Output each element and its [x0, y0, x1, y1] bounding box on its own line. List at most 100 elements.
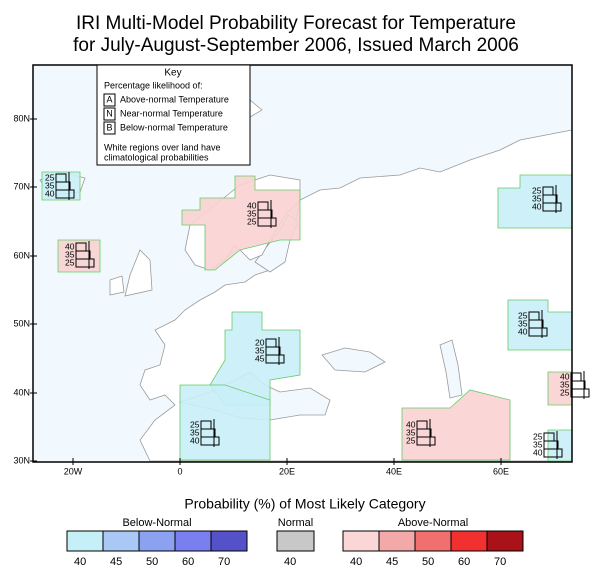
key-letter: A	[106, 94, 112, 104]
legend-swatch	[342, 530, 380, 552]
legend-tick: 40	[350, 556, 362, 567]
legend-group-label: Normal	[278, 517, 313, 529]
legend-tick: 40	[74, 556, 86, 567]
forecast-value: 25	[560, 387, 570, 397]
below-region	[41, 171, 81, 201]
forecast-value: 25	[533, 431, 543, 441]
britain	[124, 249, 153, 297]
below-region	[179, 384, 271, 461]
key-note: climatological probabilities	[104, 152, 209, 162]
key-item: Below-normal Temperature	[120, 122, 228, 132]
forecast-value: 35	[190, 427, 200, 437]
legend-tick: 70	[218, 556, 230, 567]
legend-tick: 70	[494, 556, 506, 567]
key-letter-box	[103, 93, 116, 107]
forecast-bar	[265, 354, 285, 364]
forecast-value: 40	[45, 188, 55, 198]
forecast-value: 35	[532, 193, 542, 203]
forecast-value: 40	[247, 200, 257, 210]
forecast-value: 40	[533, 447, 543, 457]
legend-swatch	[414, 530, 452, 552]
legend-tick: 40	[284, 556, 296, 567]
legend-swatch	[66, 530, 104, 552]
above-region	[401, 389, 511, 461]
below-region	[547, 429, 573, 462]
title-line1: IRI Multi-Model Probability Forecast for…	[76, 13, 516, 34]
forecast-bar	[570, 388, 590, 398]
forecast-value: 35	[560, 379, 570, 389]
legend-tick: 60	[458, 556, 470, 567]
forecast-value: 40	[190, 435, 200, 445]
legend-swatch	[138, 530, 176, 552]
key-letter-box	[103, 121, 116, 135]
forecast-value: 25	[190, 419, 200, 429]
caspian-sea	[439, 339, 463, 399]
lon-label: 60E	[493, 466, 509, 476]
key-letter: N	[106, 108, 113, 118]
forecast-bar	[257, 217, 277, 227]
forecast-bar	[416, 436, 436, 446]
forecast-value: 40	[406, 419, 416, 429]
forecast-value: 20	[255, 337, 265, 347]
key-heading: Key	[164, 68, 181, 79]
forecast-value: 35	[247, 208, 257, 218]
forecast-bar	[570, 380, 586, 390]
lat-label: 60N	[13, 250, 30, 260]
forecast-bar	[55, 189, 75, 199]
key-subheading: Percentage likelihood of:	[104, 80, 203, 90]
forecast-value: 35	[533, 439, 543, 449]
key-letter: B	[106, 122, 112, 132]
lat-label: 50N	[13, 318, 30, 328]
legend-swatch	[276, 530, 315, 552]
lat-label: 40N	[13, 387, 30, 397]
lon-label: 0	[177, 466, 182, 476]
legend-swatch	[102, 530, 140, 552]
forecast-value: 25	[247, 216, 257, 226]
lon-label: 20E	[279, 466, 295, 476]
forecast-value: 35	[45, 180, 55, 190]
forecast-value: 40	[532, 201, 542, 211]
title-line2: for July-August-September 2006, Issued M…	[73, 35, 519, 56]
forecast-value: 40	[65, 241, 75, 251]
forecast-value: 45	[255, 353, 265, 363]
forecast-bar	[543, 448, 563, 458]
forecast-value: 25	[518, 310, 528, 320]
legend: Probability (%) of Most Likely Category	[184, 496, 425, 512]
legend-swatch	[174, 530, 212, 552]
legend-tick: 45	[110, 556, 122, 567]
key-letter-box	[103, 107, 116, 121]
forecast-bar	[542, 202, 562, 212]
ireland	[109, 275, 125, 296]
forecast-value: 40	[560, 371, 570, 381]
legend-tick: 50	[422, 556, 434, 567]
forecast-value: 40	[518, 326, 528, 336]
forecast-value: 35	[65, 249, 75, 259]
forecast-value: 25	[532, 185, 542, 195]
forecast-value: 25	[406, 435, 416, 445]
legend-swatch	[378, 530, 416, 552]
forecast-value: 35	[518, 318, 528, 328]
forecast-bar	[200, 436, 220, 446]
key-item: Near-normal Temperature	[120, 108, 223, 118]
forecast-bar	[75, 258, 95, 268]
legend-swatch	[210, 530, 248, 552]
forecast-bar	[528, 327, 548, 337]
legend-tick: 45	[386, 556, 398, 567]
legend-group-label: Below-Normal	[122, 517, 191, 529]
key: Key Percentage likelihood of: White regi…	[96, 64, 251, 166]
lat-label: 30N	[13, 455, 30, 465]
forecast-value: 35	[255, 345, 265, 355]
forecast-value: 25	[65, 257, 75, 267]
legend-swatch	[486, 530, 524, 552]
map	[32, 64, 573, 463]
legend-swatch	[450, 530, 488, 552]
legend-tick: 60	[182, 556, 194, 567]
black-sea	[321, 347, 386, 373]
key-box	[96, 64, 251, 166]
above-region	[181, 175, 301, 271]
lon-label: 20W	[64, 466, 83, 476]
legend-title: Probability (%) of Most Likely Category	[184, 496, 425, 512]
forecast-value: 35	[406, 427, 416, 437]
legend-group-label: Above-Normal	[398, 517, 468, 529]
